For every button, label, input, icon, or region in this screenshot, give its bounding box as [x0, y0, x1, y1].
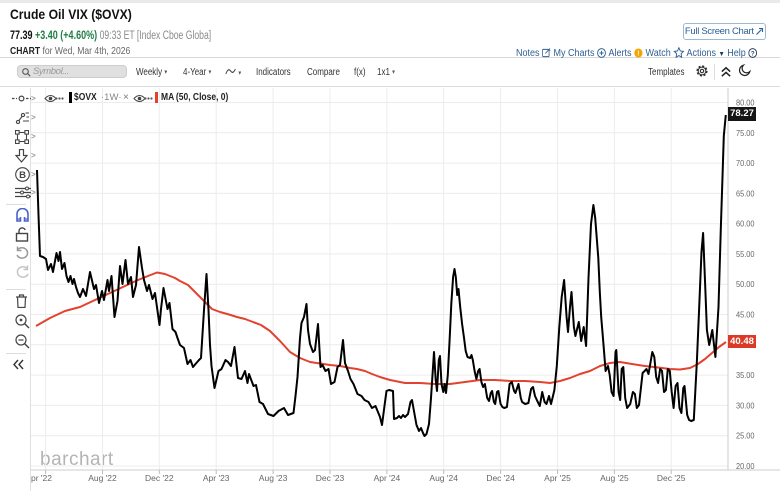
svg-text:Dec '22: Dec '22 — [145, 473, 174, 483]
svg-text:Apr '24: Apr '24 — [374, 473, 401, 483]
svg-text:?: ? — [751, 50, 755, 57]
svg-text:Aug '22: Aug '22 — [88, 473, 117, 483]
svg-text:60.00: 60.00 — [736, 219, 755, 229]
svg-text:Dec '23: Dec '23 — [316, 473, 345, 483]
svg-text:Aug '24: Aug '24 — [429, 473, 458, 483]
svg-text:B: B — [19, 170, 26, 181]
svg-text:55.00: 55.00 — [736, 249, 755, 259]
svg-text:Aug '25: Aug '25 — [600, 473, 629, 483]
svg-text:Dec '24: Dec '24 — [486, 473, 515, 483]
svg-text:75.00: 75.00 — [736, 128, 755, 138]
svg-text:20.00: 20.00 — [736, 461, 755, 471]
svg-text:30.00: 30.00 — [736, 400, 755, 410]
svg-text:65.00: 65.00 — [736, 188, 755, 198]
svg-text:50.00: 50.00 — [736, 279, 755, 289]
svg-text:Apr '23: Apr '23 — [203, 473, 230, 483]
svg-text:Aug '23: Aug '23 — [259, 473, 288, 483]
svg-text:25.00: 25.00 — [736, 431, 755, 441]
svg-text:pr '22: pr '22 — [31, 473, 52, 483]
svg-text:35.00: 35.00 — [736, 370, 755, 380]
svg-text:Apr '25: Apr '25 — [544, 473, 571, 483]
svg-text:!: ! — [637, 50, 639, 57]
svg-text:80.00: 80.00 — [736, 98, 755, 108]
svg-text:70.00: 70.00 — [736, 158, 755, 168]
svg-text:Dec '25: Dec '25 — [657, 473, 686, 483]
svg-text:45.00: 45.00 — [736, 310, 755, 320]
